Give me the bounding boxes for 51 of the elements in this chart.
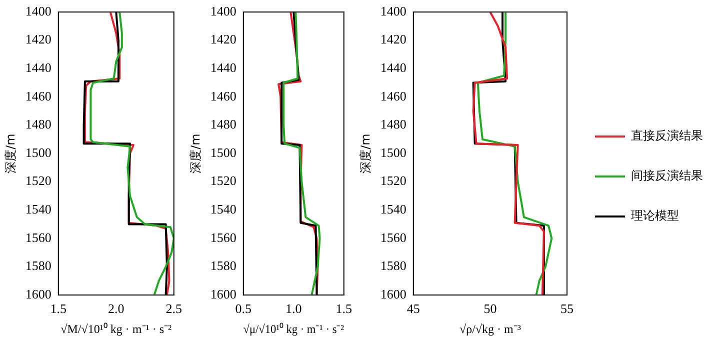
legend-label: 间接反演结果 (631, 168, 703, 183)
x-axis-title: √M/√10¹⁰ kg · m⁻¹ · s⁻² (60, 322, 172, 336)
x-tick-label: 55 (560, 301, 574, 316)
y-tick-label: 1520 (210, 173, 236, 188)
x-tick-label: 2.0 (108, 301, 124, 316)
y-tick-label: 1580 (25, 258, 52, 274)
y-tick-label: 1480 (210, 116, 236, 132)
y-tick-label: 1580 (380, 258, 406, 274)
y-tick-label: 1520 (380, 173, 406, 188)
y-tick-label: 1540 (210, 202, 236, 217)
y-tick-label: 1540 (380, 202, 406, 217)
x-axis-title: √μ/√10¹⁰ kg · m⁻¹ · s⁻² (243, 322, 344, 336)
y-tick-label: 1460 (210, 88, 236, 104)
y-tick-label: 1520 (25, 173, 52, 188)
y-tick-label: 1440 (210, 60, 236, 76)
y-tick-label: 1420 (380, 32, 406, 47)
y-tick-label: 1480 (380, 116, 406, 132)
x-tick-label: 2.5 (166, 301, 182, 316)
x-tick-label: 45 (406, 301, 420, 316)
y-tick-label: 1600 (210, 286, 236, 302)
y-tick-label: 1440 (25, 60, 52, 76)
x-tick-label: 1.0 (286, 301, 302, 316)
legend-label: 理论模型 (631, 208, 679, 223)
y-tick-label: 1460 (380, 88, 406, 104)
x-tick-label: 0.5 (235, 301, 252, 316)
y-axis-title: 深度/m (188, 134, 202, 174)
y-tick-label: 1580 (210, 258, 236, 274)
y-tick-label: 1560 (210, 230, 236, 245)
y-tick-label: 1560 (380, 230, 406, 245)
y-tick-label: 1460 (25, 88, 52, 104)
x-tick-label: 1.5 (50, 301, 67, 316)
y-tick-label: 1500 (210, 144, 236, 160)
legend-label: 直接反演结果 (631, 128, 703, 143)
y-tick-label: 1400 (380, 3, 406, 18)
y-tick-label: 1500 (380, 144, 406, 160)
y-tick-label: 1420 (210, 32, 236, 47)
y-axis-title: 深度/m (358, 134, 372, 174)
y-tick-label: 1500 (25, 144, 52, 160)
y-tick-label: 1600 (380, 286, 406, 302)
y-tick-label: 1440 (380, 60, 406, 76)
x-tick-label: 1.5 (336, 301, 352, 316)
x-axis-title: √ρ/√kg · m⁻³ (459, 322, 522, 336)
y-tick-label: 1540 (25, 202, 52, 217)
y-tick-label: 1480 (25, 116, 52, 132)
y-tick-label: 1420 (25, 32, 52, 47)
y-tick-label: 1600 (25, 286, 52, 302)
y-tick-label: 1400 (25, 3, 52, 18)
y-tick-label: 1400 (210, 3, 236, 18)
y-tick-label: 1560 (25, 230, 52, 245)
x-tick-label: 50 (484, 301, 497, 316)
y-axis-title: 深度/m (3, 134, 18, 174)
